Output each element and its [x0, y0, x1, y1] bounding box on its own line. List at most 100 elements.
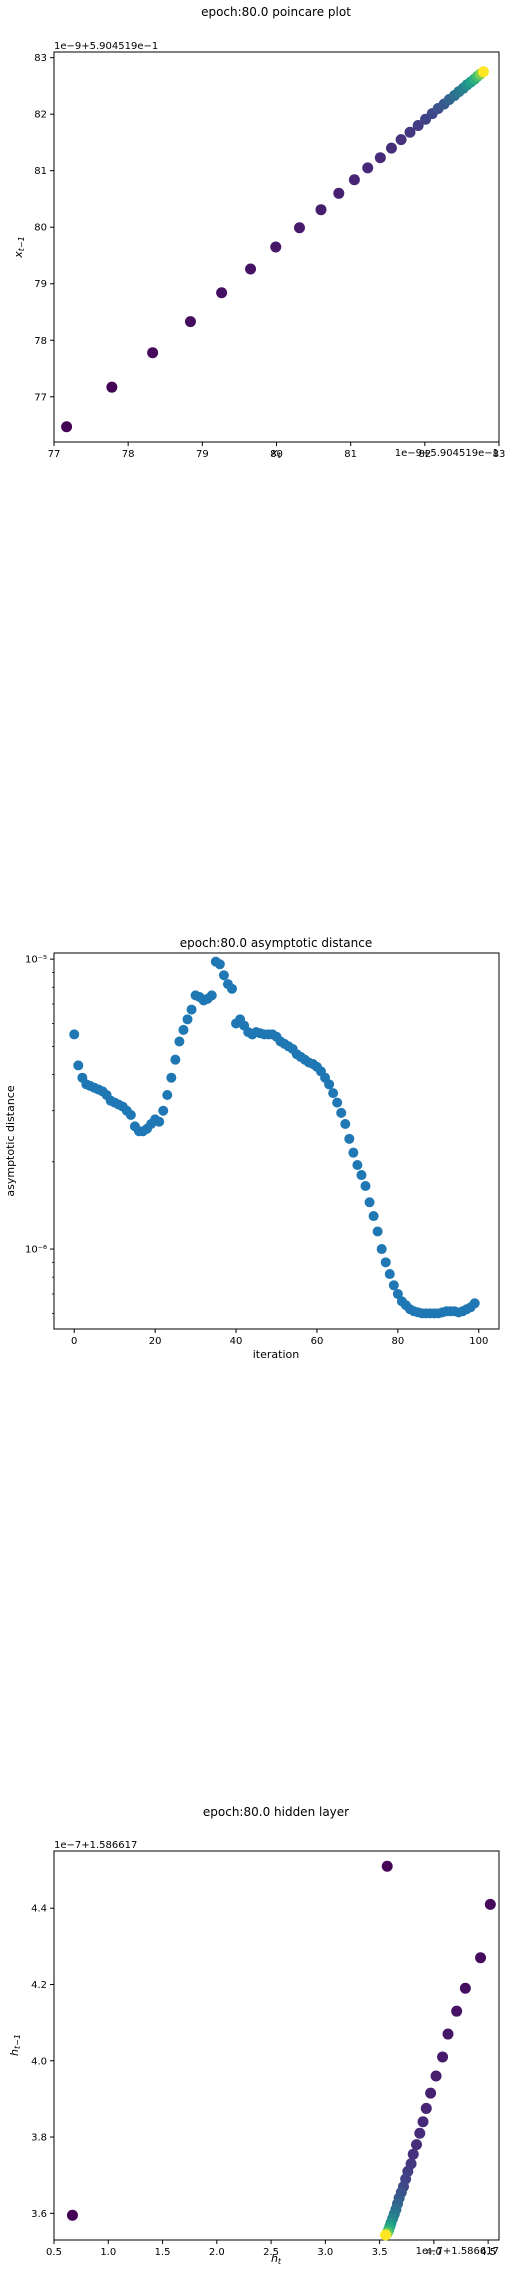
y-tick-label: 4.0 — [31, 2056, 47, 2067]
data-point — [376, 1244, 387, 1255]
asymptotic-axes-frame — [53, 952, 500, 1330]
data-point — [368, 1211, 379, 1222]
data-point — [340, 1119, 351, 1130]
x-tick-label: 3.5 — [372, 2247, 388, 2258]
data-point — [154, 1116, 165, 1127]
x-tick-label: 80 — [391, 1336, 404, 1347]
y-tick-label: 80 — [34, 223, 47, 234]
asymptotic-panel: epoch:80.0 asymptotic distance 0 20 40 60 80… — [4, 936, 500, 1361]
x-tick-label: 4.0 — [426, 2247, 442, 2258]
data-point — [348, 174, 360, 186]
y-tick-label: 77 — [34, 392, 47, 403]
data-point — [184, 316, 196, 328]
data-point — [420, 2102, 432, 2114]
y-tick-label: 4.4 — [31, 1904, 47, 1915]
poincare-y-offset: 1e−9+5.904519e−1 — [54, 41, 158, 52]
data-point — [451, 2005, 463, 2017]
data-point — [227, 983, 237, 994]
data-point — [372, 1226, 383, 1237]
data-point — [174, 1036, 185, 1047]
y-tick-label: 83 — [34, 53, 47, 64]
data-point — [158, 1105, 169, 1116]
data-point — [417, 2116, 429, 2128]
data-point — [475, 1952, 487, 1964]
data-point — [407, 2148, 419, 2160]
data-point — [315, 204, 327, 216]
hidden-points — [66, 1860, 496, 2241]
data-point — [374, 152, 386, 164]
asymptotic-title: epoch:80.0 asymptotic distance — [180, 936, 372, 950]
data-point — [384, 1269, 395, 1280]
data-point — [360, 1181, 371, 1192]
data-point — [395, 134, 407, 146]
x-tick-label: 60 — [311, 1336, 324, 1347]
data-point — [380, 2229, 392, 2241]
asymptotic-x-label: iteration — [253, 1348, 299, 1361]
data-point — [336, 1107, 347, 1118]
data-point — [381, 1860, 393, 1872]
data-point — [411, 2139, 423, 2151]
data-point — [404, 126, 416, 138]
data-point — [245, 263, 257, 275]
data-point — [293, 222, 305, 234]
poincare-y-ticks: 77 78 79 80 81 82 83 — [34, 53, 54, 403]
y-tick-label: 3.8 — [31, 2133, 47, 2144]
x-tick-label: 1.0 — [100, 2247, 116, 2258]
data-point — [388, 1280, 399, 1291]
data-point — [412, 119, 424, 131]
x-tick-label: 82 — [418, 449, 431, 460]
x-tick-label: 83 — [493, 449, 506, 460]
poincare-y-label: xt−1 — [12, 236, 26, 258]
data-point — [385, 142, 397, 154]
x-tick-label: 80 — [270, 449, 283, 460]
data-point — [362, 162, 374, 174]
y-tick-label: 4.2 — [31, 1980, 47, 1991]
data-point — [218, 970, 229, 981]
poincare-panel: epoch:80.0 poincare plot 1e−9+5.904519e−… — [12, 5, 505, 460]
data-point — [344, 1133, 355, 1144]
data-point — [147, 347, 159, 359]
data-point — [182, 1014, 193, 1025]
asymptotic-x-ticks: 0 20 40 60 80 100 — [71, 1329, 488, 1347]
poincare-x-offset: 1e−9+5.904519e−1 — [395, 448, 499, 459]
y-tick-label: 78 — [34, 336, 47, 347]
data-point — [437, 2051, 449, 2063]
data-point — [332, 1097, 343, 1108]
y-tick-label: 10⁻⁵ — [25, 955, 47, 966]
x-tick-label: 78 — [122, 449, 135, 460]
hidden-x-offset: 1e−7+1.586617 — [416, 2246, 499, 2257]
data-point — [214, 959, 225, 970]
x-tick-label: 2.0 — [209, 2247, 225, 2258]
data-point — [328, 1088, 339, 1099]
data-point — [348, 1147, 359, 1158]
data-point — [270, 241, 282, 253]
data-point — [356, 1170, 367, 1181]
poincare-title: epoch:80.0 poincare plot — [201, 5, 351, 19]
data-point — [170, 1054, 181, 1065]
hidden-y-ticks: 3.6 3.8 4.0 4.2 4.4 — [31, 1904, 54, 2220]
x-tick-label: 20 — [149, 1336, 162, 1347]
asymptotic-points — [69, 956, 480, 1319]
hidden-y-label: ht−1 — [8, 2034, 22, 2056]
x-tick-label: 3.0 — [317, 2247, 333, 2258]
data-point — [380, 1257, 391, 1268]
data-point — [442, 2028, 454, 2040]
x-tick-label: 40 — [230, 1336, 243, 1347]
poincare-x-label: xt — [270, 446, 282, 460]
data-point — [66, 2209, 78, 2221]
asymptotic-y-ticks: 10⁻⁶ 10⁻⁵ — [25, 955, 54, 1314]
data-point — [178, 1024, 189, 1035]
x-tick-label: 2.5 — [263, 2247, 279, 2258]
data-point — [162, 1089, 173, 1100]
x-tick-label: 100 — [469, 1336, 488, 1347]
x-tick-label: 77 — [48, 449, 61, 460]
x-tick-label: 0.5 — [46, 2247, 62, 2258]
data-point — [333, 187, 345, 199]
data-point — [73, 1060, 84, 1071]
data-point — [469, 1298, 480, 1309]
x-tick-label: 81 — [344, 449, 357, 460]
data-point — [324, 1079, 335, 1090]
data-point — [206, 990, 217, 1001]
data-point — [414, 2127, 426, 2139]
